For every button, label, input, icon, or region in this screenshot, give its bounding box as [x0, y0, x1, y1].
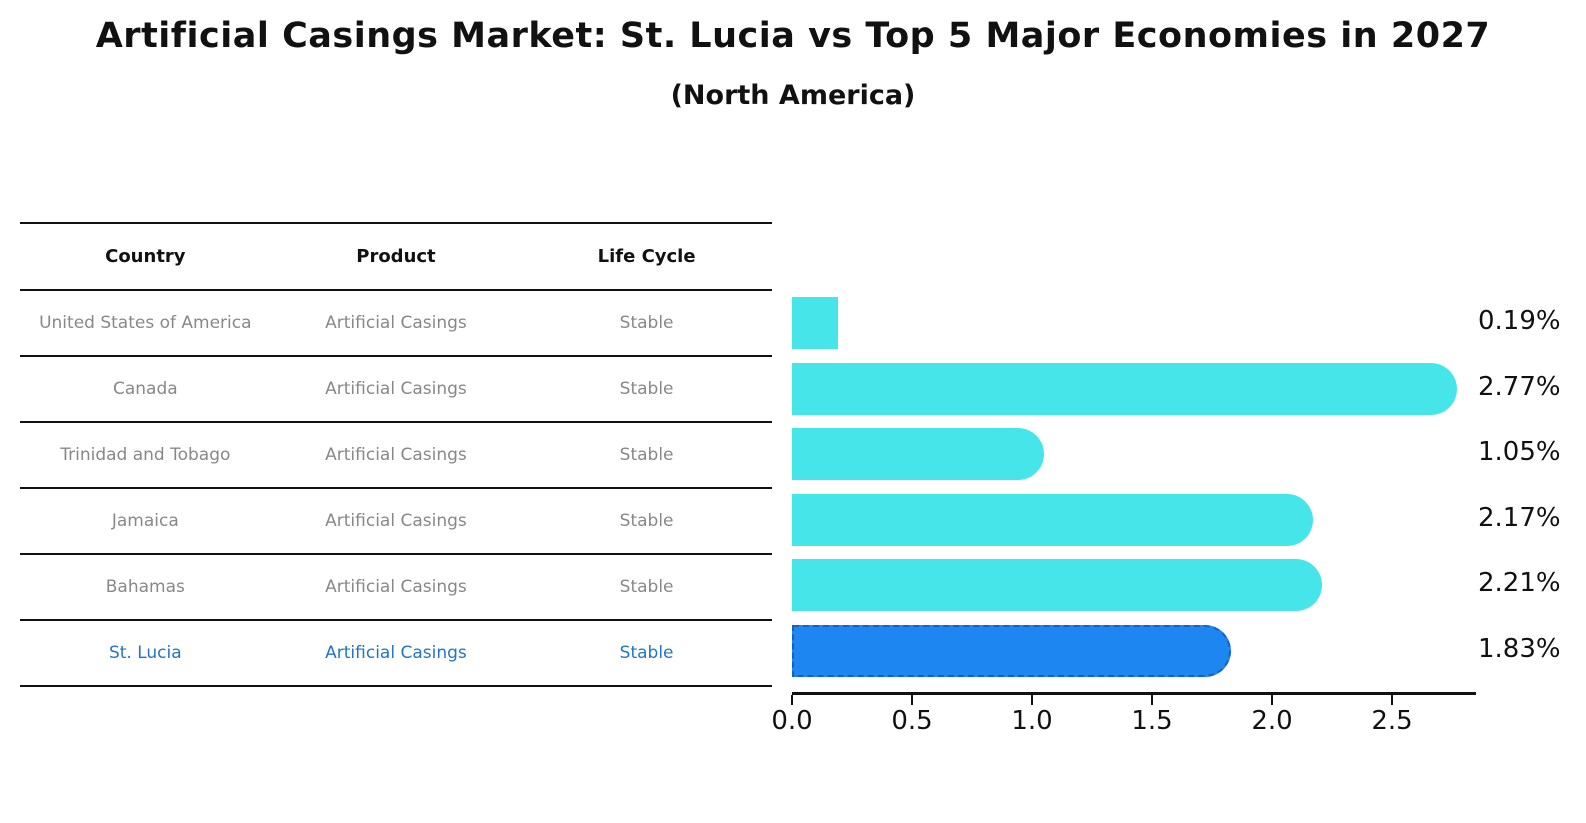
table-cell-product: Artificial Casings: [325, 511, 467, 531]
bar-value-label: 2.77%: [1478, 371, 1561, 402]
table-cell-product: Artificial Casings: [325, 445, 467, 465]
table-row: Jamaica Artificial Casings Stable: [20, 489, 772, 555]
country-table: Country Product Life Cycle United States…: [20, 222, 772, 687]
table-header-product: Product: [356, 246, 436, 267]
table-cell-country: Jamaica: [111, 511, 179, 531]
x-axis-tick-label: 1.5: [1131, 706, 1173, 736]
table-cell-life-cycle: Stable: [619, 577, 674, 597]
table-header-row: Country Product Life Cycle: [20, 222, 772, 291]
x-axis-tick-label: 0.5: [891, 706, 933, 736]
table-cell-product: Artificial Casings: [325, 643, 467, 663]
table-cell-life-cycle: Stable: [619, 511, 674, 531]
table-cell-country: St. Lucia: [108, 643, 182, 663]
chart-subtitle: (North America): [670, 80, 916, 111]
table-row: United States of America Artificial Casin…: [20, 291, 772, 357]
bar-value-label: 2.21%: [1478, 568, 1561, 598]
table-header-life-cycle: Life Cycle: [597, 246, 696, 267]
chart-bar-3: [792, 493, 1313, 546]
chart-bar-5: [792, 624, 1231, 677]
x-axis-tick: [911, 695, 913, 705]
bar-value-label: 0.19%: [1478, 306, 1561, 336]
x-axis-line: [792, 692, 1476, 695]
table-row: St. Lucia Artificial Casings Stable: [20, 621, 772, 687]
chart-title: Artificial Casings Market: St. Lucia vs …: [95, 16, 1491, 56]
table-cell-product: Artificial Casings: [325, 313, 467, 333]
chart-bar-4: [792, 559, 1322, 611]
table-cell-life-cycle: Stable: [619, 643, 674, 663]
table-cell-life-cycle: Stable: [619, 445, 674, 465]
table-cell-country: United States of America: [39, 313, 252, 333]
x-axis-tick: [1031, 695, 1033, 705]
bar-value-label: 1.05%: [1478, 437, 1561, 467]
table-row: Trinidad and Tobago Artificial Casings Sta…: [20, 423, 772, 489]
table-header-country: Country: [105, 246, 186, 267]
table-cell-life-cycle: Stable: [619, 379, 674, 399]
table-row: Canada Artificial Casings Stable: [20, 357, 772, 423]
table-cell-product: Artificial Casings: [325, 577, 467, 597]
x-axis-tick: [1271, 695, 1273, 705]
table-cell-life-cycle: Stable: [619, 313, 674, 333]
table-body: United States of America Artificial Casin…: [20, 291, 772, 687]
bar-value-label: 1.83%: [1478, 633, 1561, 664]
x-axis-tick-label: 2.5: [1371, 706, 1413, 736]
table-cell-country: Trinidad and Tobago: [60, 445, 231, 465]
bar-value-label: 2.17%: [1478, 502, 1561, 533]
chart-bar-2: [792, 428, 1044, 480]
x-axis-tick-label: 1.0: [1011, 706, 1053, 736]
table-cell-country: Bahamas: [105, 577, 185, 597]
x-axis-tick: [1151, 695, 1153, 705]
table-row: Bahamas Artificial Casings Stable: [20, 555, 772, 621]
x-axis-tick: [791, 695, 793, 705]
x-axis-tick: [1391, 695, 1393, 705]
table-cell-country: Canada: [112, 379, 178, 399]
x-axis-tick-label: 0.0: [771, 706, 813, 736]
table-cell-product: Artificial Casings: [325, 379, 467, 399]
x-axis-tick-label: 2.0: [1251, 706, 1293, 736]
chart-bar-0: [792, 297, 838, 349]
chart-bar-1: [792, 362, 1457, 415]
